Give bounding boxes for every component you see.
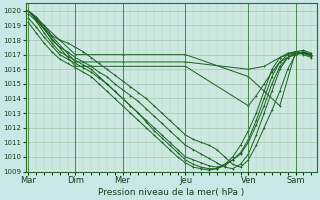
X-axis label: Pression niveau de la mer( hPa ): Pression niveau de la mer( hPa ) xyxy=(98,188,244,197)
